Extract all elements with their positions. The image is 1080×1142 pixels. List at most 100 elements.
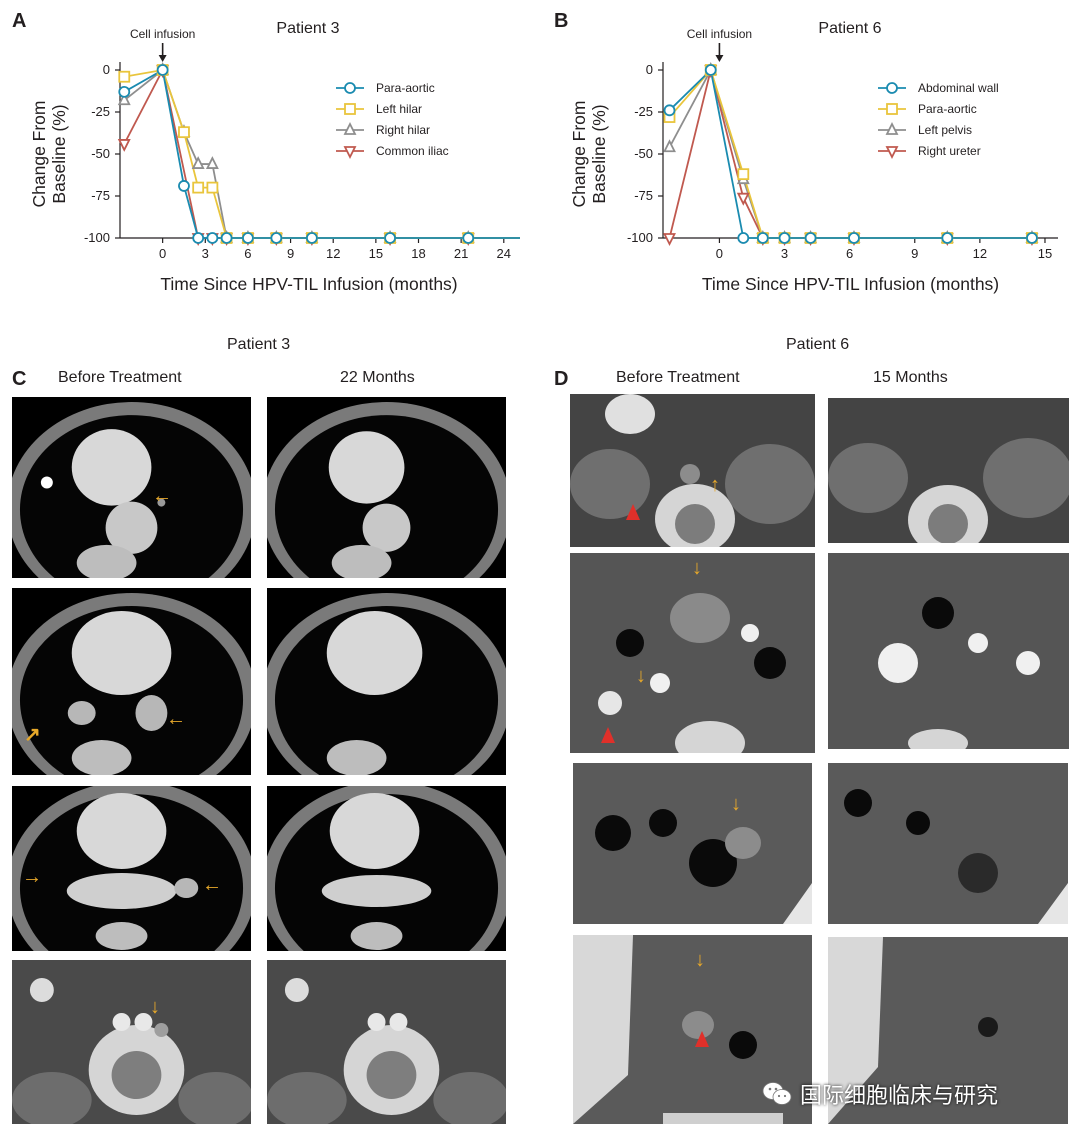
legend-marker [343, 121, 357, 135]
legend-label: Right ureter [918, 144, 981, 158]
x-tick-label: 0 [159, 246, 166, 261]
scan-c-after-1 [267, 397, 506, 578]
cell-infusion-arrowhead [158, 55, 167, 62]
scan-c-after-4 [267, 960, 506, 1124]
chart-title: Patient 3 [276, 20, 339, 37]
scan-c-before-4: ↓ [12, 960, 251, 1124]
legend-marker [344, 82, 356, 94]
scan-d-after-4 [828, 937, 1068, 1124]
yellow-arrow-icon: ↓ [150, 996, 160, 1018]
data-point [206, 181, 219, 194]
panel-d-letter: D [554, 368, 569, 390]
yellow-arrow-icon: ← [152, 485, 172, 507]
yellow-arrow-icon: ↗ [24, 724, 41, 746]
x-tick-label: 24 [497, 246, 511, 261]
watermark-text: 国际细胞临床与研究 [800, 1084, 999, 1109]
panel-a-letter: A [12, 10, 27, 32]
panel-c-before-label: Before Treatment [58, 369, 182, 386]
legend-marker [344, 103, 356, 115]
y-axis-label: Baseline (%) [589, 104, 609, 203]
data-point [778, 232, 791, 244]
red-arrowhead-icon [695, 1031, 709, 1047]
yellow-arrow-icon: ↓ [636, 665, 646, 687]
y-tick-label: -25 [91, 104, 110, 119]
data-point [941, 232, 954, 244]
panel-d-after-label: 15 Months [873, 369, 948, 386]
x-tick-label: 0 [716, 246, 723, 261]
y-axis-label: Change From [29, 101, 49, 208]
y-tick-label: -100 [84, 230, 110, 245]
scan-c-after-2 [267, 588, 506, 775]
yellow-arrow-icon: ↑ [710, 474, 720, 496]
y-tick-label: 0 [103, 62, 110, 77]
data-point [848, 232, 860, 244]
yellow-arrow-icon: ↓ [731, 793, 741, 815]
series-group [117, 61, 520, 247]
data-point [242, 232, 254, 244]
x-tick-label: 12 [326, 246, 340, 261]
data-point [118, 70, 131, 83]
data-point [462, 232, 475, 244]
yellow-arrow-icon: → [22, 866, 42, 888]
x-tick-label: 6 [244, 246, 251, 261]
scan-c-before-2: ← ↗ [12, 588, 251, 775]
y-tick-label: -50 [634, 146, 653, 161]
yellow-arrow-icon: ← [166, 708, 186, 730]
data-point [663, 233, 676, 247]
panel-c-letter: C [12, 368, 27, 390]
legend-label: Para-aortic [376, 81, 435, 95]
legend-label: Para-aortic [918, 102, 977, 116]
wechat-icon [762, 1081, 792, 1107]
panel-b-letter: B [554, 10, 569, 32]
y-tick-label: -75 [91, 188, 110, 203]
data-point [178, 126, 190, 139]
x-tick-label: 6 [846, 246, 853, 261]
data-point [191, 156, 205, 169]
data-point [270, 232, 283, 244]
x-tick-label: 9 [911, 246, 918, 261]
legend-label: Left hilar [376, 102, 422, 116]
x-axis-label: Time Since HPV-TIL Infusion (months) [702, 274, 999, 294]
cell-infusion-arrowhead [715, 55, 724, 62]
data-point [117, 92, 131, 106]
scan-d-before-2: ↓ ↓ [570, 553, 815, 753]
scan-c-after-3 [267, 786, 506, 951]
data-point [1026, 232, 1038, 244]
chart-b: Patient 6 0 -25 -50 -75 -100 0 3 6 9 12 15 Time Sinc… [569, 20, 1058, 294]
scan-d-after-3 [828, 763, 1068, 924]
x-tick-label: 9 [287, 246, 294, 261]
scan-d-before-3: ↓ [573, 763, 812, 924]
y-tick-label: -50 [91, 146, 110, 161]
data-point [663, 104, 676, 117]
chart-a: Patient 3 0 -25 -50 -75 -100 0 3 6 9 12 15 18 21 24 Tim… [29, 20, 520, 294]
legend-marker [885, 121, 899, 135]
y-axis-label: Baseline (%) [49, 104, 69, 203]
legend-marker [886, 103, 898, 115]
data-point [220, 232, 233, 244]
data-point [178, 180, 190, 192]
yellow-arrow-icon: ← [202, 874, 222, 896]
cell-infusion-label: Cell infusion [130, 27, 195, 41]
x-tick-label: 15 [369, 246, 383, 261]
panel-d-before-label: Before Treatment [616, 369, 740, 386]
y-tick-label: -75 [634, 188, 653, 203]
data-point [205, 156, 219, 169]
x-tick-label: 18 [411, 246, 425, 261]
data-point [192, 232, 205, 244]
data-point [156, 64, 169, 76]
scan-d-before-4: ↓ [573, 935, 812, 1124]
x-tick-label: 3 [202, 246, 209, 261]
legend-label: Right hilar [376, 123, 430, 137]
panel-d-title: Patient 6 [786, 336, 850, 353]
y-tick-label: -25 [634, 104, 653, 119]
series-group [663, 61, 1039, 247]
legend-label: Abdominal wall [918, 81, 999, 95]
series-line-right-hilar [123, 68, 520, 239]
x-tick-label: 21 [454, 246, 468, 261]
y-axis-label: Change From [569, 101, 589, 208]
legend-label: Left pelvis [918, 123, 972, 137]
data-point [192, 181, 205, 194]
yellow-arrow-icon: ↓ [692, 557, 702, 579]
scan-c-before-3: ← → [12, 786, 251, 951]
legend-marker [343, 146, 357, 160]
